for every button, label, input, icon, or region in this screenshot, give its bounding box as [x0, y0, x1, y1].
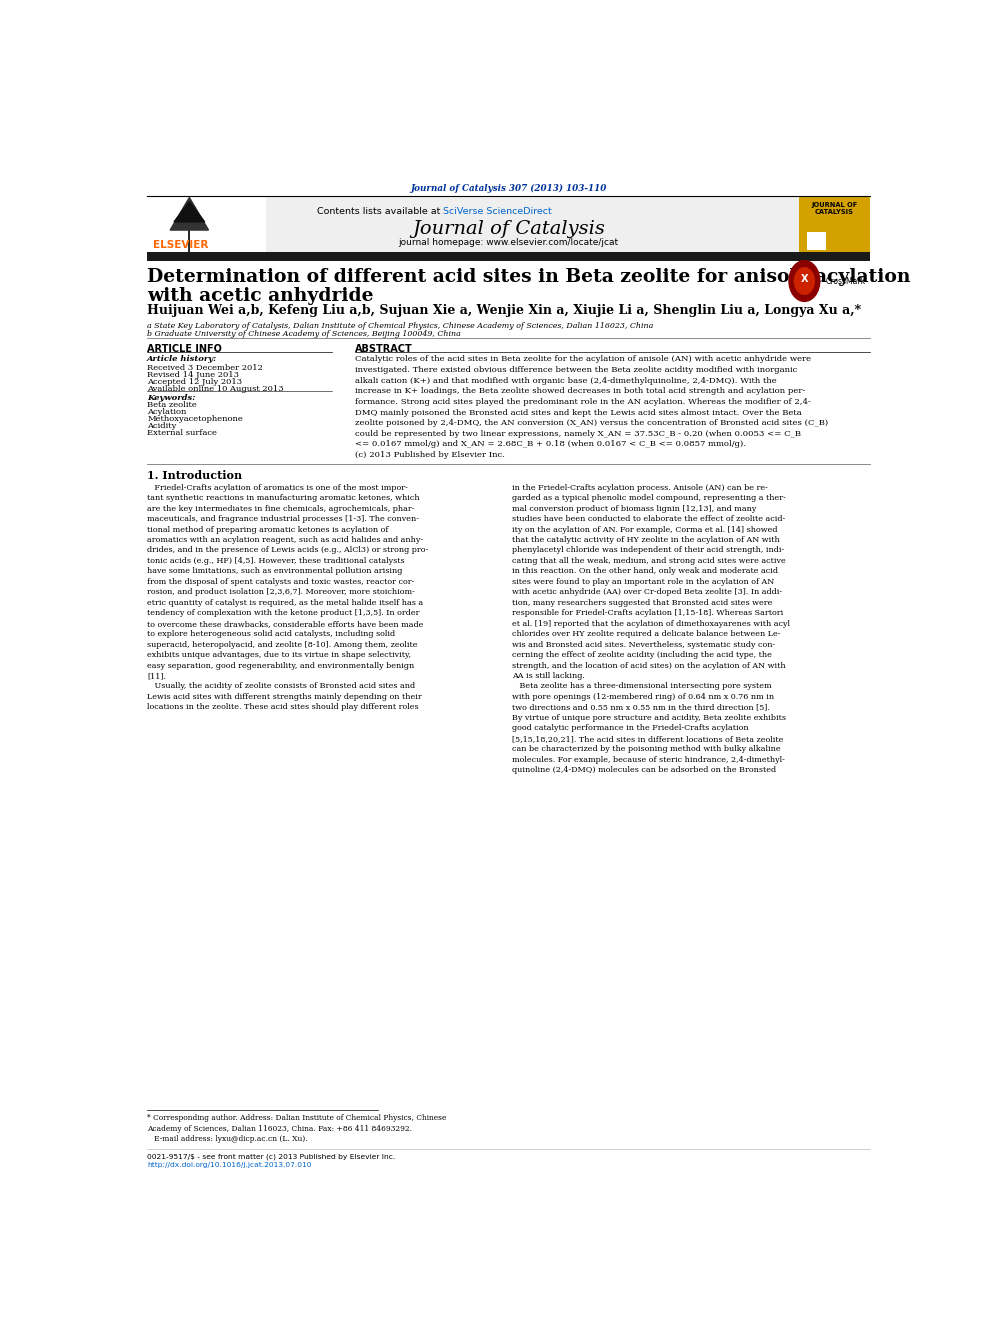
Text: 0021-9517/$ - see front matter (c) 2013 Published by Elsevier Inc.: 0021-9517/$ - see front matter (c) 2013 …	[147, 1154, 396, 1159]
Text: Friedel-Crafts acylation of aromatics is one of the most impor-
tant synthetic r: Friedel-Crafts acylation of aromatics is…	[147, 484, 429, 712]
Text: Received 3 December 2012: Received 3 December 2012	[147, 364, 263, 372]
Text: Accepted 12 July 2013: Accepted 12 July 2013	[147, 378, 242, 386]
Text: Acylation: Acylation	[147, 407, 186, 417]
FancyBboxPatch shape	[806, 232, 826, 250]
Text: ARTICLE INFO: ARTICLE INFO	[147, 344, 222, 355]
Text: Determination of different acid sites in Beta zeolite for anisole acylation: Determination of different acid sites in…	[147, 267, 911, 286]
Text: journal homepage: www.elsevier.com/locate/jcat: journal homepage: www.elsevier.com/locat…	[399, 238, 618, 247]
Text: 1. Introduction: 1. Introduction	[147, 471, 242, 482]
FancyBboxPatch shape	[799, 197, 870, 253]
Text: Keywords:: Keywords:	[147, 394, 195, 402]
Text: Available online 10 August 2013: Available online 10 August 2013	[147, 385, 284, 393]
FancyBboxPatch shape	[147, 197, 870, 253]
Text: X: X	[801, 274, 808, 284]
Text: http://dx.doi.org/10.1016/j.jcat.2013.07.010: http://dx.doi.org/10.1016/j.jcat.2013.07…	[147, 1162, 311, 1168]
Circle shape	[789, 261, 819, 302]
Circle shape	[795, 267, 814, 294]
Text: Journal of Catalysis: Journal of Catalysis	[412, 220, 605, 238]
Text: ELSEVIER: ELSEVIER	[153, 241, 208, 250]
Polygon shape	[174, 201, 204, 222]
Text: ABSTRACT: ABSTRACT	[355, 344, 413, 355]
FancyBboxPatch shape	[147, 253, 870, 261]
Text: SciVerse ScienceDirect: SciVerse ScienceDirect	[443, 206, 552, 216]
Text: Article history:: Article history:	[147, 356, 217, 364]
FancyBboxPatch shape	[147, 197, 266, 253]
Text: a State Key Laboratory of Catalysis, Dalian Institute of Chemical Physics, Chine: a State Key Laboratory of Catalysis, Dal…	[147, 321, 654, 329]
Text: JOURNAL OF
CATALYSIS: JOURNAL OF CATALYSIS	[811, 201, 857, 216]
Text: CrossMark: CrossMark	[825, 277, 865, 286]
Text: Huijuan Wei a,b, Kefeng Liu a,b, Sujuan Xie a, Wenjie Xin a, Xiujie Li a, Shengl: Huijuan Wei a,b, Kefeng Liu a,b, Sujuan …	[147, 304, 861, 318]
Text: External surface: External surface	[147, 429, 217, 437]
Text: Revised 14 June 2013: Revised 14 June 2013	[147, 370, 239, 378]
Text: Methoxyacetophenone: Methoxyacetophenone	[147, 415, 243, 423]
Text: b Graduate University of Chinese Academy of Sciences, Beijing 100049, China: b Graduate University of Chinese Academy…	[147, 329, 461, 337]
Text: Acidity: Acidity	[147, 422, 177, 430]
Text: Journal of Catalysis 307 (2013) 103-110: Journal of Catalysis 307 (2013) 103-110	[411, 184, 606, 193]
Text: Catalytic roles of the acid sites in Beta zeolite for the acylation of anisole (: Catalytic roles of the acid sites in Bet…	[355, 356, 828, 459]
Text: * Corresponding author. Address: Dalian Institute of Chemical Physics, Chinese
A: * Corresponding author. Address: Dalian …	[147, 1114, 446, 1143]
Text: Contents lists available at: Contents lists available at	[316, 206, 443, 216]
Polygon shape	[171, 197, 208, 230]
Text: with acetic anhydride: with acetic anhydride	[147, 287, 374, 306]
Text: in the Friedel-Crafts acylation process. Anisole (AN) can be re-
garded as a typ: in the Friedel-Crafts acylation process.…	[512, 484, 791, 774]
Text: Beta zeolite: Beta zeolite	[147, 401, 196, 409]
